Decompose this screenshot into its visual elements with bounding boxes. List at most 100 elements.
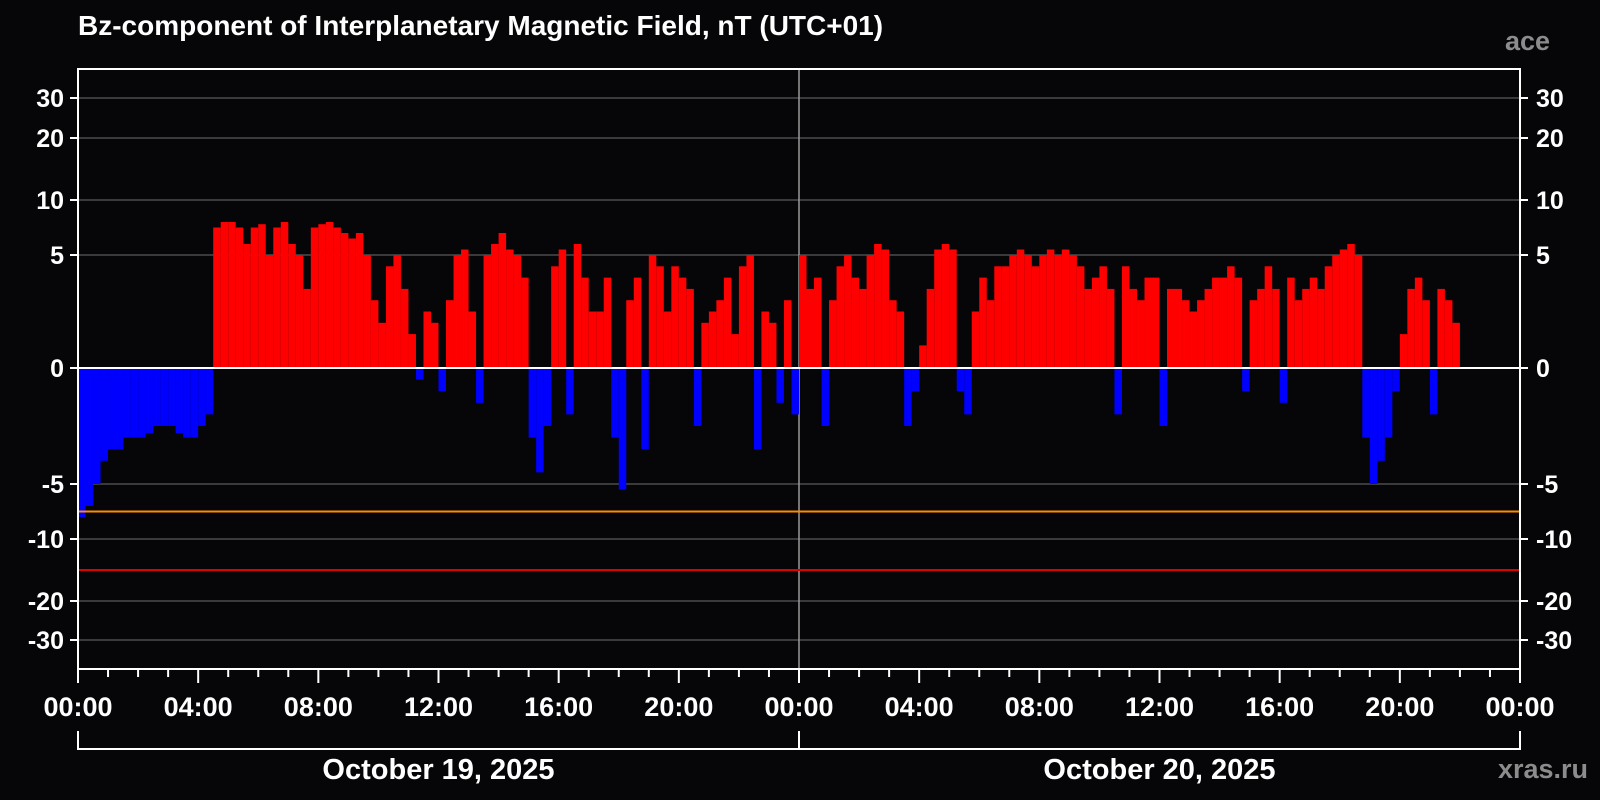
bz-bar	[1219, 277, 1228, 368]
bz-bar	[123, 368, 131, 438]
bz-bar	[934, 249, 942, 368]
bz-bar	[168, 368, 176, 426]
date-label: October 19, 2025	[322, 754, 554, 786]
bz-bar	[1212, 277, 1220, 368]
bz-bar	[288, 244, 296, 368]
x-tick-label: 12:00	[404, 692, 473, 722]
bz-bar	[235, 227, 244, 368]
bz-bar	[415, 368, 424, 380]
y-tick-label: 20	[1536, 125, 1564, 153]
bz-bar	[430, 322, 439, 368]
bz-bar	[799, 255, 807, 368]
bz-bar	[716, 300, 724, 368]
bz-bar	[723, 277, 732, 368]
bz-bar	[1136, 300, 1145, 368]
bz-bar	[190, 368, 199, 438]
x-tick-label: 00:00	[43, 692, 112, 722]
y-tick-label: -10	[1536, 526, 1572, 554]
bz-bar	[318, 224, 326, 368]
bz-bar	[1302, 288, 1310, 368]
bz-bar	[693, 368, 702, 426]
x-tick-label: 04:00	[885, 692, 954, 722]
bz-bar	[543, 368, 552, 426]
bz-bar	[228, 222, 236, 368]
bz-bar	[956, 368, 965, 392]
x-tick-label: 00:00	[764, 692, 833, 722]
x-tick-label: 00:00	[1485, 692, 1554, 722]
bz-bar	[911, 368, 920, 392]
bz-bar	[138, 368, 146, 438]
bz-bar	[340, 233, 349, 368]
data-bars	[78, 222, 1460, 517]
bz-bar	[994, 266, 1002, 368]
bz-bar	[1399, 334, 1408, 368]
bz-bar	[708, 311, 717, 368]
bz-bar	[536, 368, 544, 473]
bz-bar	[566, 368, 574, 415]
x-tick-label: 20:00	[644, 692, 713, 722]
bz-bar	[280, 222, 289, 368]
bz-bar	[220, 222, 229, 368]
bz-bar	[776, 368, 784, 403]
chart-title: Bz-component of Interplanetary Magnetic …	[78, 10, 884, 41]
bz-bar	[1024, 255, 1032, 368]
y-tick-label: 10	[1536, 187, 1564, 215]
y-axis-ticks: 30 30 20 20 10 10 5 5 0 0 -5 -5 -10 -10 -20 -20 -30 -30	[28, 85, 1572, 655]
bz-bar	[551, 266, 559, 368]
bz-bar	[874, 244, 882, 368]
bz-bar	[1332, 255, 1340, 368]
bz-bar	[1294, 300, 1303, 368]
bz-bar	[310, 227, 319, 368]
bz-bar	[738, 266, 747, 368]
y-tick-label: 30	[1536, 85, 1564, 113]
bz-bar	[678, 277, 687, 368]
bz-bar	[1437, 288, 1445, 368]
bz-bar	[656, 266, 664, 368]
bz-bar	[1182, 300, 1190, 368]
bz-bar	[641, 368, 649, 450]
bz-bar	[829, 300, 837, 368]
bz-bar	[1324, 266, 1333, 368]
bz-bar	[1227, 266, 1235, 368]
bz-bar	[791, 368, 799, 415]
bz-bar	[1257, 288, 1265, 368]
bz-bar	[904, 368, 912, 426]
bz-bar	[648, 255, 657, 368]
y-tick-label: -5	[42, 471, 64, 499]
bz-bar	[273, 227, 281, 368]
source-label: ace	[1504, 26, 1550, 56]
bz-bar	[1009, 255, 1017, 368]
y-tick-label: -20	[28, 588, 64, 616]
bz-bar	[1189, 311, 1198, 368]
bz-bar	[115, 368, 124, 450]
bz-bar	[93, 368, 101, 484]
bz-bar	[1076, 266, 1085, 368]
y-tick-label: 10	[36, 187, 64, 215]
bz-bar	[1362, 368, 1370, 438]
site-label: xras.ru	[1497, 754, 1588, 784]
x-tick-label: 04:00	[164, 692, 233, 722]
bz-bar	[558, 249, 567, 368]
bz-bar	[1309, 277, 1318, 368]
bz-bar	[1422, 300, 1430, 368]
date-bracket	[798, 731, 1521, 750]
bz-bar	[731, 334, 739, 368]
bz-bar	[250, 227, 259, 368]
bz-bar	[1204, 288, 1213, 368]
bz-bar	[1144, 277, 1152, 368]
bz-bar	[483, 255, 492, 368]
bz-bar	[1016, 249, 1025, 368]
y-tick-label: -30	[28, 627, 64, 655]
bz-bar	[1099, 266, 1107, 368]
bz-bar	[1174, 288, 1183, 368]
bz-bar	[1339, 249, 1348, 368]
bz-bar	[295, 255, 304, 368]
bz-bar	[1242, 368, 1250, 392]
bz-bar	[768, 322, 777, 368]
x-tick-label: 16:00	[524, 692, 593, 722]
bz-bar	[783, 300, 792, 368]
bz-bar	[1354, 255, 1363, 368]
bz-bar	[1407, 288, 1415, 368]
y-tick-label: -5	[1536, 471, 1558, 499]
